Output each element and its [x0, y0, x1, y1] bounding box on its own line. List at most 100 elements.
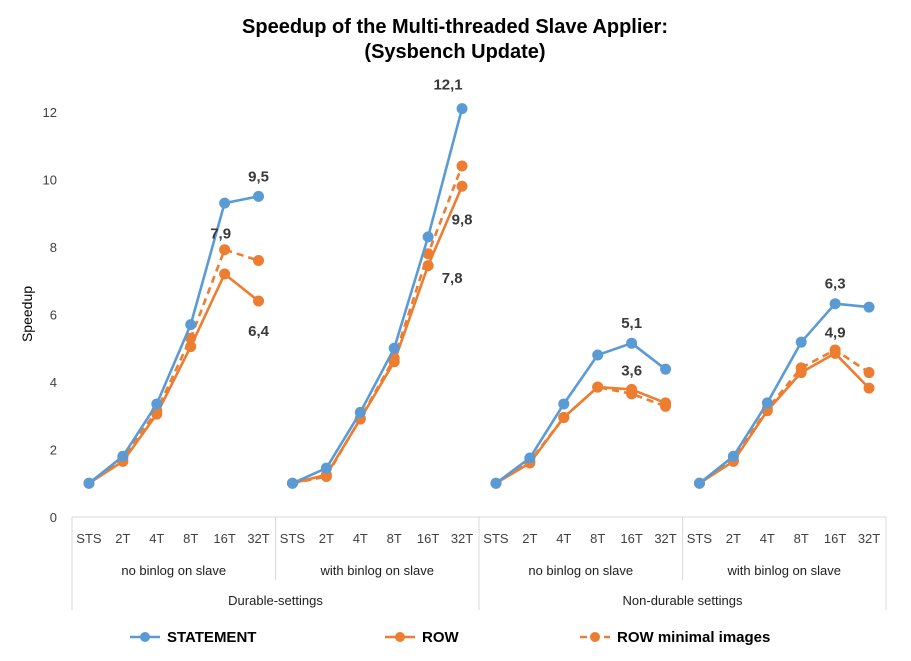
x-tick-label: STS [483, 531, 509, 546]
data-point [253, 295, 265, 307]
data-point [456, 180, 468, 192]
series-line [88, 248, 259, 485]
data-point [558, 398, 570, 410]
data-point [354, 406, 366, 418]
data-point [829, 347, 841, 359]
x-tick-label: 8T [590, 531, 605, 546]
y-tick-label: 12 [43, 105, 57, 120]
y-tick-label: 10 [43, 173, 57, 188]
data-label: 7,9 [210, 226, 231, 243]
series-line [292, 185, 464, 485]
y-tick-label: 0 [50, 510, 57, 525]
data-point [253, 190, 265, 202]
y-tick-label: 6 [50, 308, 57, 323]
x-tick-label: 2T [522, 531, 537, 546]
data-point [592, 349, 604, 361]
data-point [863, 367, 875, 379]
y-axis-label: Speedup [19, 286, 35, 342]
series-line [698, 302, 870, 485]
data-point [422, 231, 434, 243]
x-tick-label: 16T [417, 531, 439, 546]
series-line [495, 385, 666, 485]
data-point [795, 367, 807, 379]
x-tick-label: 16T [824, 531, 846, 546]
data-label: 6,4 [248, 323, 270, 340]
data-label: 7,8 [442, 270, 463, 287]
data-label: 6,3 [825, 276, 846, 293]
x-tick-label: 2T [726, 531, 741, 546]
data-point [727, 450, 739, 462]
x-tick-label: 4T [556, 531, 571, 546]
data-label: 9,5 [248, 168, 269, 185]
data-point [761, 397, 773, 409]
x-tick-label: 2T [115, 531, 130, 546]
data-point [626, 337, 638, 349]
x-tick-label: STS [280, 531, 306, 546]
data-point [829, 298, 841, 310]
data-point [660, 363, 672, 375]
data-point [660, 397, 672, 409]
axes: 0 2 4 6 8 10 12 STS 2T 4T 8T 16T 32T STS 2T 4T 8T 16T 32T S… [43, 105, 887, 610]
data-point [456, 160, 468, 172]
data-point [219, 244, 231, 256]
data-point [388, 342, 400, 354]
x-tick-label: STS [76, 531, 102, 546]
x-tick-label: STS [687, 531, 713, 546]
data-point [795, 336, 807, 348]
data-label: 9,8 [452, 211, 473, 228]
x-tick-label: 4T [353, 531, 368, 546]
parent-group-label: Durable-settings [228, 593, 323, 608]
group-label: no binlog on slave [528, 563, 633, 578]
series-line [495, 385, 666, 485]
data-label: 12,1 [433, 77, 462, 94]
x-tick-label: 32T [247, 531, 269, 546]
parent-group-label: Non-durable settings [623, 593, 743, 608]
series-line [291, 108, 464, 485]
x-tick-label: 8T [794, 531, 809, 546]
x-tick-label: 2T [319, 531, 334, 546]
data-point [253, 255, 265, 266]
chart-subtitle: (Sysbench Update) [364, 41, 545, 63]
legend-marker [590, 632, 600, 642]
data-point [185, 341, 197, 353]
legend-marker [395, 632, 405, 642]
x-tick-label: 8T [183, 531, 198, 546]
data-point [863, 382, 875, 394]
data-point [219, 197, 231, 209]
series-line [88, 195, 259, 485]
data-point [286, 477, 298, 489]
x-tick-label: 32T [451, 531, 473, 546]
data-point [626, 383, 638, 395]
data-label: 3,6 [621, 362, 642, 379]
data-point [219, 268, 231, 280]
series-line [88, 272, 260, 485]
x-tick-label: 16T [620, 531, 642, 546]
y-tick-label: 2 [50, 443, 57, 458]
x-tick-label: 4T [760, 531, 775, 546]
data-point [863, 301, 875, 313]
x-tick-label: 8T [387, 531, 402, 546]
data-point [151, 398, 163, 410]
data-point [693, 477, 705, 489]
data-label: 5,1 [621, 315, 642, 332]
x-tick-label: 32T [858, 531, 880, 546]
x-tick-label: 4T [149, 531, 164, 546]
series-line [698, 351, 870, 485]
group-label: with binlog on slave [320, 563, 434, 578]
series-line [495, 341, 667, 485]
series-line [292, 165, 464, 485]
group-label: with binlog on slave [727, 563, 841, 578]
x-tick-label: 32T [654, 531, 676, 546]
x-tick-label: 16T [213, 531, 235, 546]
data-point [320, 462, 332, 474]
data-point [490, 477, 502, 489]
legend-marker [140, 632, 150, 642]
data-point [388, 356, 400, 368]
data-point [592, 381, 604, 393]
chart-title: Speedup of the Multi-threaded Slave Appl… [242, 16, 668, 38]
data-point [117, 450, 129, 462]
data-point [83, 477, 95, 489]
legend: STATEMENT ROW ROW minimal images [130, 629, 770, 646]
data-point [185, 319, 197, 331]
